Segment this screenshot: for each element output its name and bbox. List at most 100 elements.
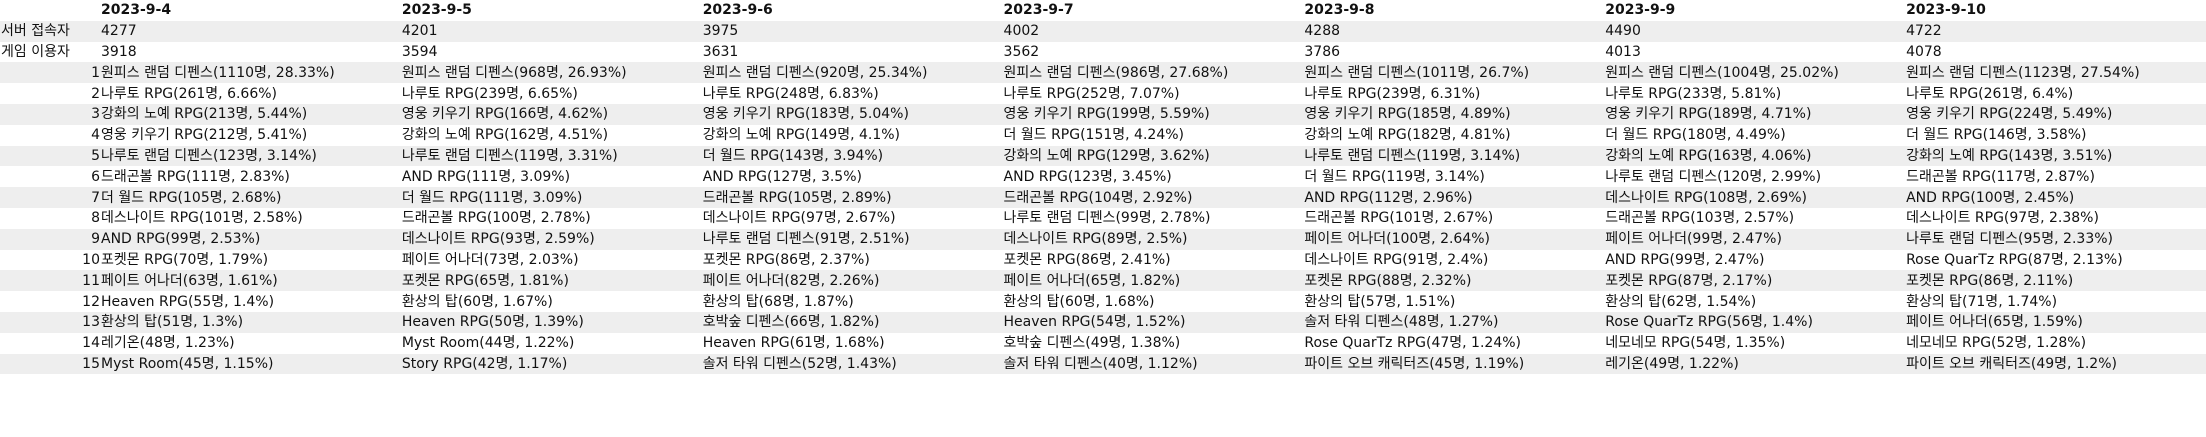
ranking-cell: 나루토 랜덤 디펜스(120명, 2.99%) xyxy=(1605,168,1822,185)
ranking-row: 13 환상의 탑(51명, 1.3%) Heaven RPG(50명, 1.39%)… xyxy=(0,311,2206,333)
ranking-cell: AND RPG(100명, 2.45%) xyxy=(1905,187,2206,208)
game-users-count: 3631 xyxy=(702,43,739,60)
ranking-cell: 포켓몬 RPG(86명, 2.11%) xyxy=(1905,270,2206,292)
date-header: 2023-9-10 xyxy=(1906,2,1986,19)
server-users-count: 4490 xyxy=(1604,20,1906,42)
ranking-row: 8 데스나이트 RPG(101명, 2.58%) 드래곤볼 RPG(100명, 2.… xyxy=(0,208,2206,229)
game-users-count: 3918 xyxy=(101,43,137,60)
ranking-cell: 데스나이트 RPG(108명, 2.69%) xyxy=(1604,187,1906,208)
stats-table-body: 2023-9-4 2023-9-5 2023-9-6 2023-9-7 2023… xyxy=(0,2,2206,375)
ranking-cell: 파이트 오브 캐릭터즈(45명, 1.19%) xyxy=(1303,353,1605,375)
ranking-cell: 더 월드 RPG(111명, 3.09%) xyxy=(400,187,702,208)
ranking-cell: 더 월드 RPG(151명, 4.24%) xyxy=(1003,127,1184,144)
ranking-cell: 환상의 탑(60명, 1.68%) xyxy=(1003,293,1155,310)
ranking-row: 11 페이트 어나더(63명, 1.61%) 포켓몬 RPG(65명, 1.81%)… xyxy=(0,270,2206,292)
ranking-cell: 영웅 키우기 RPG(183명, 5.04%) xyxy=(701,103,1003,125)
rank-number: 1 xyxy=(0,62,100,84)
ranking-cell: AND RPG(123명, 3.45%) xyxy=(1003,168,1172,185)
ranking-cell: 영웅 키우기 RPG(166명, 4.62%) xyxy=(400,103,702,125)
rank-number: 12 xyxy=(82,293,100,310)
ranking-cell: 환상의 탑(57명, 1.51%) xyxy=(1304,293,1456,310)
ranking-cell: 영웅 키우기 RPG(185명, 4.89%) xyxy=(1303,103,1605,125)
ranking-cell: 호박숲 디펜스(66명, 1.82%) xyxy=(701,311,1003,333)
date-header: 2023-9-4 xyxy=(101,2,172,19)
date-header: 2023-9-6 xyxy=(702,2,773,19)
ranking-cell: 영웅 키우기 RPG(212명, 5.41%) xyxy=(101,127,308,144)
ranking-cell: 강화의 노예 RPG(213명, 5.44%) xyxy=(100,103,401,125)
rank-number: 15 xyxy=(0,353,100,375)
row-label: 서버 접속자 xyxy=(0,20,100,42)
rank-number: 11 xyxy=(0,270,100,292)
ranking-cell: 강화의 노예 RPG(143명, 3.51%) xyxy=(1905,145,2206,167)
ranking-cell: Heaven RPG(55명, 1.4%) xyxy=(101,293,275,310)
ranking-cell: AND RPG(111명, 3.09%) xyxy=(401,168,571,185)
ranking-cell: 데스나이트 RPG(101명, 2.58%) xyxy=(101,210,303,227)
ranking-cell: 포켓몬 RPG(70명, 1.79%) xyxy=(101,251,269,268)
ranking-cell: AND RPG(99명, 2.47%) xyxy=(1605,251,1765,268)
ranking-cell: 드래곤볼 RPG(105명, 2.89%) xyxy=(701,187,1003,208)
rank-number: 14 xyxy=(82,335,100,352)
ranking-cell: 강화의 노예 RPG(162명, 4.51%) xyxy=(401,127,609,144)
ranking-cell: 포켓몬 RPG(65명, 1.81%) xyxy=(400,270,702,292)
rank-number: 3 xyxy=(0,103,100,125)
ranking-cell: 드래곤볼 RPG(111명, 2.83%) xyxy=(101,168,290,185)
ranking-cell: 강화의 노예 RPG(163명, 4.06%) xyxy=(1604,145,1906,167)
ranking-cell: 원피스 랜덤 디펜스(1110명, 28.33%) xyxy=(100,62,401,84)
ranking-cell: Heaven RPG(50명, 1.39%) xyxy=(400,311,702,333)
ranking-row: 10 포켓몬 RPG(70명, 1.79%) 페이트 어나더(73명, 2.03%)… xyxy=(0,250,2206,271)
ranking-cell: 강화의 노예 RPG(182명, 4.81%) xyxy=(1304,127,1511,144)
ranking-cell: 레기온(49명, 1.22%) xyxy=(1604,353,1906,375)
ranking-cell: 파이트 오브 캐릭터즈(49명, 1.2%) xyxy=(1905,353,2206,375)
ranking-cell: 포켓몬 RPG(86명, 2.41%) xyxy=(1003,251,1171,268)
ranking-cell: 영웅 키우기 RPG(199명, 5.59%) xyxy=(1002,103,1304,125)
server-users-count: 4201 xyxy=(400,20,702,42)
server-users-row: 서버 접속자 4277 4201 3975 4002 4288 4490 472… xyxy=(0,20,2206,42)
ranking-cell: 페이트 어나더(65명, 1.59%) xyxy=(1905,311,2206,333)
ranking-cell: Rose QuarTz RPG(47명, 1.24%) xyxy=(1304,335,1521,352)
ranking-cell: 원피스 랜덤 디펜스(1004명, 25.02%) xyxy=(1604,62,1906,84)
ranking-cell: 나루토 RPG(233명, 5.81%) xyxy=(1605,85,1782,102)
rank-number: 2 xyxy=(91,85,100,102)
ranking-cell: 더 월드 RPG(105명, 2.68%) xyxy=(100,187,401,208)
rank-number: 9 xyxy=(0,228,100,250)
ranking-cell: 페이트 어나더(73명, 2.03%) xyxy=(401,251,579,268)
ranking-cell: 원피스 랜덤 디펜스(986명, 27.68%) xyxy=(1002,62,1304,84)
ranking-cell: Story RPG(42명, 1.17%) xyxy=(400,353,702,375)
ranking-cell: Rose QuarTz RPG(56명, 1.4%) xyxy=(1604,311,1906,333)
ranking-cell: 나루토 랜덤 디펜스(91명, 2.51%) xyxy=(701,228,1003,250)
ranking-cell: 환상의 탑(68명, 1.87%) xyxy=(702,293,854,310)
ranking-row: 14 레기온(48명, 1.23%) Myst Room(44명, 1.22%) He… xyxy=(0,333,2206,354)
ranking-cell: 페이트 어나더(99명, 2.47%) xyxy=(1604,228,1906,250)
game-users-row: 게임 이용자 3918 3594 3631 3562 3786 4013 407… xyxy=(0,42,2206,63)
row-label: 게임 이용자 xyxy=(1,43,70,60)
game-users-count: 3594 xyxy=(401,43,438,60)
ranking-cell: AND RPG(112명, 2.96%) xyxy=(1303,187,1605,208)
game-users-count: 4078 xyxy=(1906,43,1942,60)
ranking-cell: 나루토 랜덤 디펜스(123명, 3.14%) xyxy=(100,145,401,167)
ranking-cell: 원피스 랜덤 디펜스(920명, 25.34%) xyxy=(701,62,1003,84)
ranking-row: 6 드래곤볼 RPG(111명, 2.83%) AND RPG(111명, 3.09… xyxy=(0,166,2206,187)
server-users-count: 4277 xyxy=(100,20,401,42)
ranking-cell: 데스나이트 RPG(97명, 2.38%) xyxy=(1906,210,2099,227)
ranking-cell: 나루토 RPG(239명, 6.31%) xyxy=(1304,85,1481,102)
ranking-cell: 더 월드 RPG(143명, 3.94%) xyxy=(701,145,1003,167)
ranking-cell: 환상의 탑(51명, 1.3%) xyxy=(100,311,401,333)
game-users-count: 3786 xyxy=(1304,43,1341,60)
ranking-cell: Myst Room(45명, 1.15%) xyxy=(100,353,401,375)
ranking-row: 12 Heaven RPG(55명, 1.4%) 환상의 탑(60명, 1.67%)… xyxy=(0,291,2206,312)
ranking-cell: 환상의 탑(60명, 1.67%) xyxy=(401,293,553,310)
ranking-cell: 데스나이트 RPG(97명, 2.67%) xyxy=(702,210,896,227)
ranking-cell: 나루토 RPG(252명, 7.07%) xyxy=(1003,85,1180,102)
server-users-count: 4722 xyxy=(1905,20,2206,42)
rank-number: 10 xyxy=(82,251,100,268)
ranking-cell: 환상의 탑(71명, 1.74%) xyxy=(1906,293,2058,310)
ranking-cell: 드래곤볼 RPG(104명, 2.92%) xyxy=(1002,187,1304,208)
date-header: 2023-9-9 xyxy=(1605,2,1676,19)
server-users-count: 3975 xyxy=(701,20,1003,42)
game-users-count: 4013 xyxy=(1605,43,1641,60)
ranking-row: 1 원피스 랜덤 디펜스(1110명, 28.33%) 원피스 랜덤 디펜스(968… xyxy=(0,62,2206,84)
ranking-cell: 솔저 타워 디펜스(52명, 1.43%) xyxy=(701,353,1003,375)
ranking-cell: 영웅 키우기 RPG(224명, 5.49%) xyxy=(1905,103,2206,125)
ranking-cell: 나루토 RPG(239명, 6.65%) xyxy=(401,85,578,102)
ranking-cell: 영웅 키우기 RPG(189명, 4.71%) xyxy=(1604,103,1906,125)
